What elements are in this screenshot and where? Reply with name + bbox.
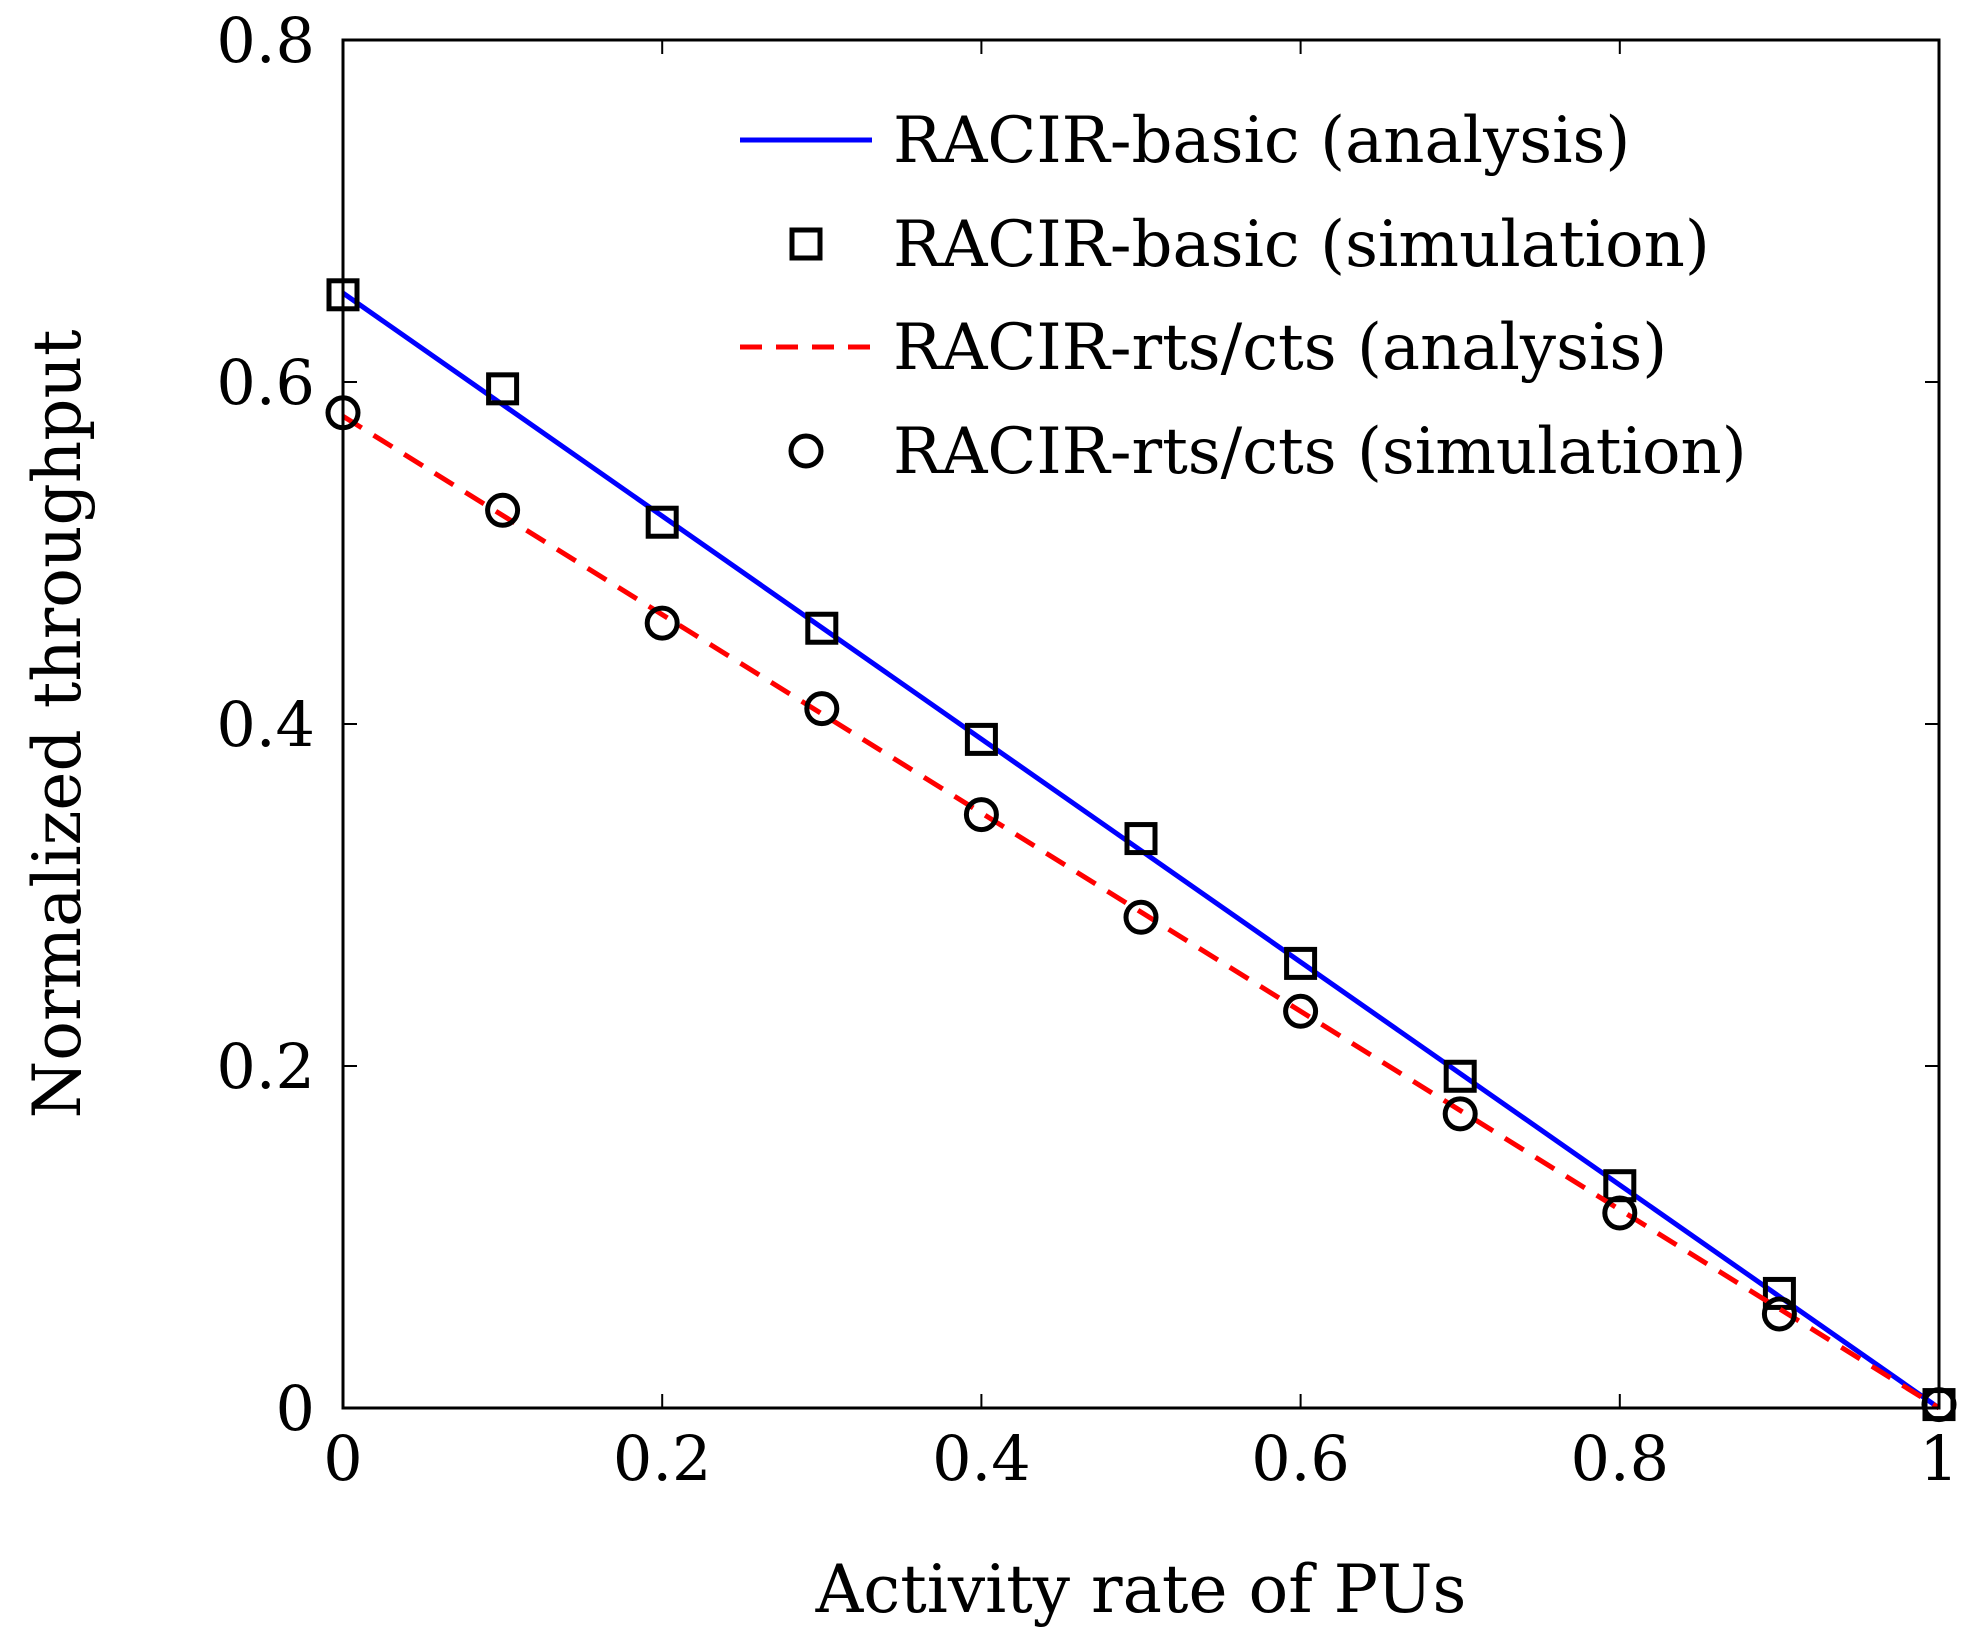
rts-cts-simulation-point bbox=[644, 605, 680, 641]
y-tick-label: 0 bbox=[276, 1372, 315, 1445]
y-tick-label: 0.2 bbox=[216, 1030, 315, 1103]
x-tick-label: 0.4 bbox=[932, 1422, 1031, 1495]
rts-cts-simulation-point bbox=[1602, 1195, 1638, 1231]
legend-swatch-square bbox=[789, 227, 823, 261]
rts-cts-simulation-point bbox=[963, 797, 999, 833]
basic-simulation-point bbox=[645, 505, 679, 539]
rts-cts-simulation-point bbox=[1442, 1096, 1478, 1132]
axis-ticks: 0 0.2 0.4 0.6 0.8 1 0 0.2 0.4 0.6 0.8 bbox=[216, 4, 1958, 1495]
legend: RACIR-basic (analysis) RACIR-basic (simul… bbox=[740, 104, 1747, 489]
basic-simulation-point bbox=[964, 722, 998, 756]
x-tick-label: 1 bbox=[1919, 1422, 1958, 1495]
rts-cts-simulation-point bbox=[1761, 1296, 1797, 1332]
basic-simulation-point bbox=[1284, 946, 1318, 980]
y-axis-title: Normalized throughput bbox=[19, 329, 96, 1118]
basic-simulation-point bbox=[805, 611, 839, 645]
rts-cts-simulation-point bbox=[485, 492, 521, 528]
basic-simulation-point bbox=[486, 372, 520, 406]
basic-simulation-point bbox=[1443, 1059, 1477, 1093]
legend-label: RACIR-rts/cts (analysis) bbox=[893, 311, 1667, 385]
x-tick-label: 0.6 bbox=[1251, 1422, 1350, 1495]
legend-label: RACIR-basic (simulation) bbox=[893, 208, 1710, 282]
x-tick-label: 0 bbox=[323, 1422, 362, 1495]
rts-cts-simulation-point bbox=[1123, 899, 1159, 935]
legend-swatch-circle bbox=[788, 433, 824, 469]
plot-frame bbox=[341, 38, 1941, 1410]
basic-simulation-point bbox=[1762, 1276, 1796, 1310]
x-tick-label: 0.2 bbox=[613, 1422, 712, 1495]
series-line-rts-cts-analysis bbox=[341, 414, 1941, 1411]
y-tick-label: 0.6 bbox=[216, 346, 315, 419]
legend-label: RACIR-rts/cts (simulation) bbox=[893, 415, 1747, 489]
rts-cts-simulation-point bbox=[804, 691, 840, 727]
x-tick-label: 0.8 bbox=[1570, 1422, 1669, 1495]
y-tick-label: 0.8 bbox=[216, 4, 315, 77]
y-tick-label: 0.4 bbox=[216, 688, 315, 761]
x-axis-title: Activity rate of PUs bbox=[815, 1551, 1467, 1628]
rts-cts-simulation-point bbox=[1283, 993, 1319, 1029]
plot-area bbox=[325, 278, 1957, 1423]
basic-simulation-point bbox=[1124, 822, 1158, 856]
legend-label: RACIR-basic (analysis) bbox=[893, 104, 1630, 178]
